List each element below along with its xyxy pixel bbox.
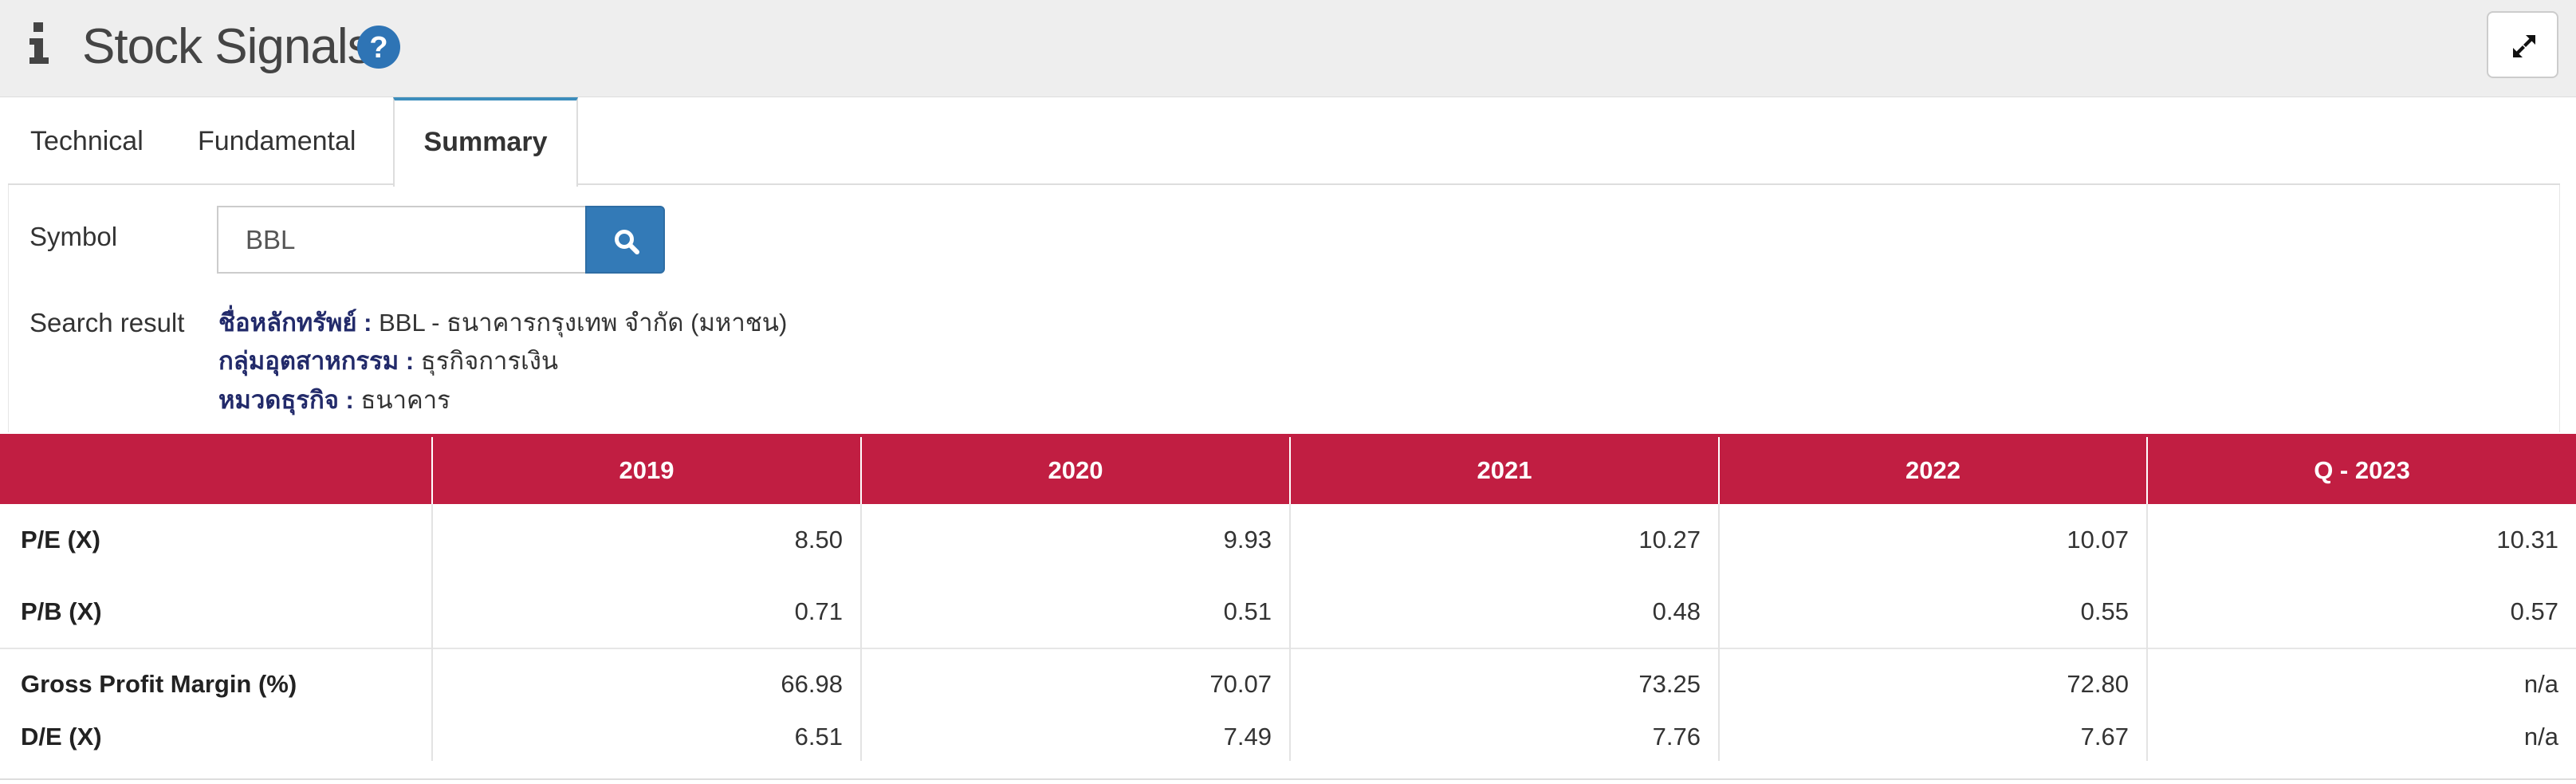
search-icon bbox=[615, 230, 639, 254]
tab-summary[interactable]: Summary bbox=[393, 97, 578, 187]
result-value: BBL - ธนาคารกรุงเทพ จำกัด (มหาชน) bbox=[379, 309, 788, 337]
expand-icon bbox=[2513, 35, 2535, 57]
widget-header: Stock Signals ? bbox=[0, 0, 2576, 97]
table-cell: 6.51 bbox=[431, 719, 861, 761]
result-industry: กลุ่มอุตสาหกรรม : ธุรกิจการเงิน bbox=[218, 341, 558, 381]
tab-technical[interactable]: Technical bbox=[30, 126, 144, 156]
table-cell: 0.71 bbox=[431, 576, 861, 648]
table-cell: 7.76 bbox=[1289, 719, 1719, 761]
table-row: D/E (X) 6.51 7.49 7.76 7.67 n/a bbox=[0, 719, 2576, 761]
column-header: Q - 2023 bbox=[2146, 435, 2576, 504]
table-cell: 0.55 bbox=[1718, 576, 2147, 648]
column-header bbox=[0, 435, 432, 504]
column-header: 2020 bbox=[860, 435, 1290, 504]
symbol-input[interactable] bbox=[217, 206, 587, 274]
table-cell: 10.27 bbox=[1289, 504, 1719, 576]
row-label: P/E (X) bbox=[21, 526, 100, 554]
table-cell: n/a bbox=[2146, 648, 2576, 719]
column-header: 2021 bbox=[1289, 435, 1719, 504]
table-row: P/E (X) 8.50 9.93 10.27 10.07 10.31 bbox=[0, 504, 2576, 576]
table-cell: 0.57 bbox=[2146, 576, 2576, 648]
table-cell: n/a bbox=[2146, 719, 2576, 761]
result-sector: หมวดธุรกิจ : ธนาคาร bbox=[218, 380, 450, 420]
svg-text:?: ? bbox=[369, 31, 387, 65]
table-cell: 10.07 bbox=[1718, 504, 2147, 576]
financial-summary-table: 2019 2020 2021 2022 Q - 2023 P/E (X) 8.5… bbox=[0, 434, 2576, 761]
table-cell: 0.48 bbox=[1289, 576, 1719, 648]
table-cell: 0.51 bbox=[860, 576, 1290, 648]
row-label: P/B (X) bbox=[21, 597, 102, 625]
table-bottom-border bbox=[0, 778, 2576, 780]
table-cell: 10.31 bbox=[2146, 504, 2576, 576]
result-security-name: ชื่อหลักทรัพย์ : BBL - ธนาคารกรุงเทพ จำก… bbox=[218, 303, 787, 343]
table-cell: 72.80 bbox=[1718, 648, 2147, 719]
row-label: D/E (X) bbox=[21, 723, 102, 751]
table-cell: 66.98 bbox=[431, 648, 861, 719]
table-cell: 8.50 bbox=[431, 504, 861, 576]
column-header: 2019 bbox=[431, 435, 861, 504]
table-cell: 7.67 bbox=[1718, 719, 2147, 761]
symbol-label: Symbol bbox=[29, 222, 118, 251]
table-cell: 73.25 bbox=[1289, 648, 1719, 719]
search-result-label: Search result bbox=[29, 308, 185, 337]
search-button[interactable] bbox=[585, 206, 665, 274]
summary-panel bbox=[8, 185, 2560, 432]
row-label: Gross Profit Margin (%) bbox=[0, 648, 432, 719]
column-header: 2022 bbox=[1718, 435, 2147, 504]
table-header-row: 2019 2020 2021 2022 Q - 2023 bbox=[0, 435, 2576, 504]
table-cell: 7.49 bbox=[860, 719, 1290, 761]
result-key: หมวดธุรกิจ : bbox=[218, 386, 354, 414]
result-key: กลุ่มอุตสาหกรรม : bbox=[218, 347, 415, 375]
tab-bar: Technical Fundamental Summary bbox=[8, 97, 2560, 187]
widget-title: Stock Signals bbox=[82, 19, 372, 74]
info-icon bbox=[29, 22, 49, 64]
help-icon[interactable]: ? bbox=[357, 26, 400, 69]
table-row: Gross Profit Margin (%) 66.98 70.07 73.2… bbox=[0, 648, 2576, 719]
result-value: ธนาคาร bbox=[360, 386, 450, 414]
result-key: ชื่อหลักทรัพย์ : bbox=[218, 309, 372, 337]
result-value: ธุรกิจการเงิน bbox=[420, 347, 559, 375]
table-row: P/B (X) 0.71 0.51 0.48 0.55 0.57 bbox=[0, 576, 2576, 648]
table-cell: 70.07 bbox=[860, 648, 1290, 719]
tab-fundamental[interactable]: Fundamental bbox=[198, 126, 356, 156]
table-cell: 9.93 bbox=[860, 504, 1290, 576]
expand-button[interactable] bbox=[2487, 11, 2558, 78]
